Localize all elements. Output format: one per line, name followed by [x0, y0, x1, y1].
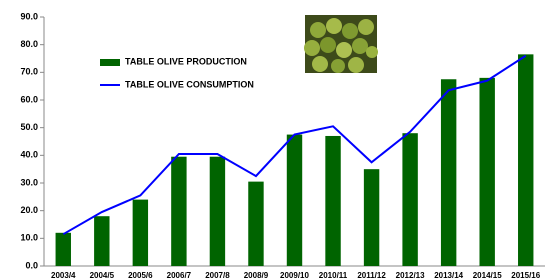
- bar: [402, 133, 417, 266]
- y-tick-label: 30.0: [20, 177, 38, 187]
- x-tick-label: 2009/10: [280, 271, 309, 278]
- bar: [518, 54, 533, 266]
- x-tick-label: 2005/6: [128, 271, 153, 278]
- y-tick-label: 40.0: [20, 150, 38, 160]
- bar: [248, 182, 263, 266]
- y-tick-label: 70.0: [20, 67, 38, 77]
- x-tick-label: 2006/7: [167, 271, 192, 278]
- bar: [133, 200, 148, 266]
- chart: 0.0 10.0 20.0 30.0 40.0 50.0 60.0 70.0 80.0 90.0 2…: [0, 0, 556, 278]
- y-tick-label: 10.0: [20, 233, 38, 243]
- page: 0.0 10.0 20.0 30.0 40.0 50.0 60.0 70.0 80.0 90.0 2…: [0, 0, 556, 278]
- legend-swatch: [100, 59, 120, 66]
- legend-label: TABLE OLIVE CONSUMPTION: [125, 79, 254, 89]
- olive-photo: [304, 15, 378, 73]
- bar: [287, 135, 302, 266]
- y-tick-label: 0.0: [25, 260, 38, 270]
- x-tick-label: 2004/5: [90, 271, 115, 278]
- bar: [479, 78, 494, 266]
- y-tick-label: 90.0: [20, 11, 38, 21]
- y-tick-label: 50.0: [20, 122, 38, 132]
- bar: [325, 136, 340, 266]
- x-tick-label: 2014/15: [473, 271, 502, 278]
- x-tick-label: 2011/12: [357, 271, 386, 278]
- bar: [94, 216, 109, 266]
- y-tick-label: 20.0: [20, 205, 38, 215]
- y-tick-label: 60.0: [20, 94, 38, 104]
- x-tick-label: 2010/11: [319, 271, 348, 278]
- x-tick-label: 2008/9: [244, 271, 269, 278]
- x-tick-label: 2007/8: [205, 271, 230, 278]
- x-tick-label: 2003/4: [51, 271, 76, 278]
- bar: [364, 169, 379, 266]
- x-tick-label: 2012/13: [396, 271, 425, 278]
- bar: [171, 157, 186, 266]
- bar: [210, 157, 225, 266]
- x-tick-label: 2013/14: [434, 271, 463, 278]
- bar: [56, 233, 71, 266]
- bar: [441, 79, 456, 266]
- y-tick-label: 80.0: [20, 39, 38, 49]
- x-tick-label: 2015/16: [511, 271, 540, 278]
- legend-label: TABLE OLIVE PRODUCTION: [125, 56, 247, 66]
